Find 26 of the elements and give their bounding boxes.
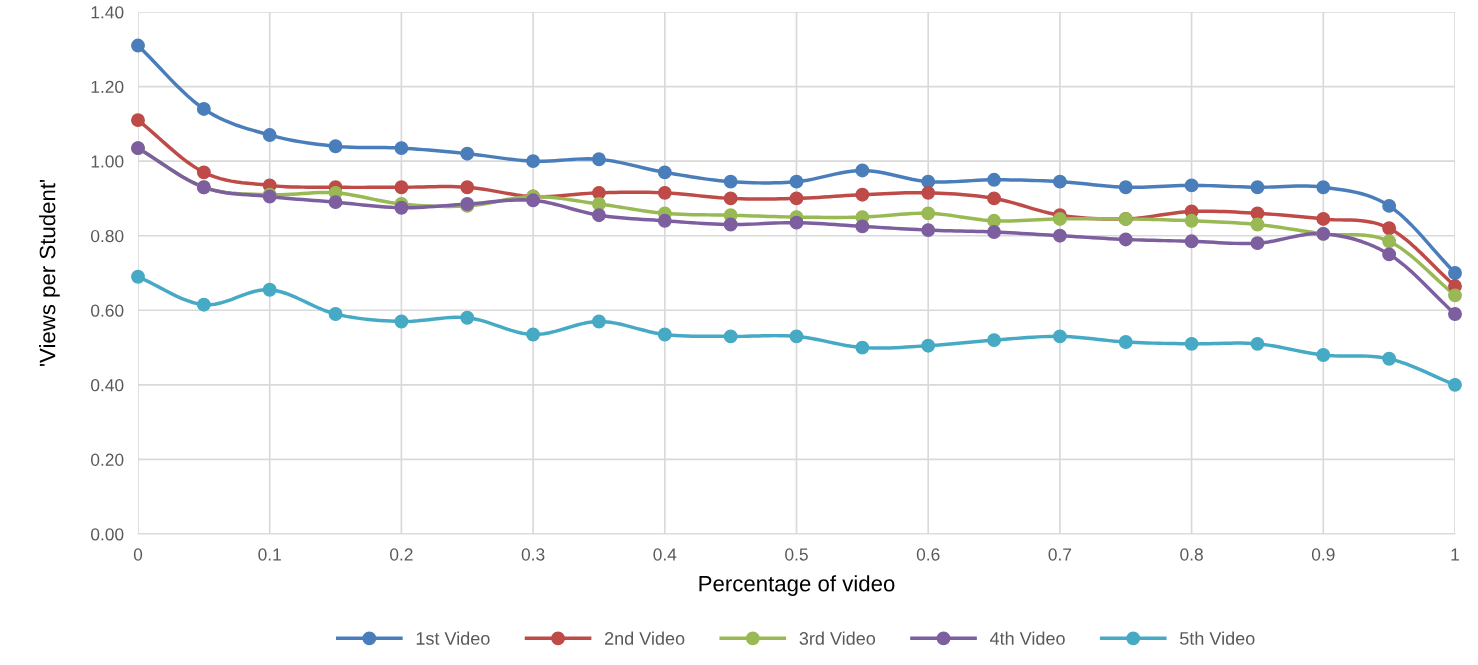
x-tick-label: 1: [1451, 548, 1459, 561]
legend-label: 4th Video: [989, 631, 1065, 645]
y-tick-label: 0.00: [91, 528, 124, 541]
x-tick-label: 0.7: [1048, 548, 1072, 561]
x-axis-title: Percentage of video: [699, 575, 895, 596]
x-tick-label: 0: [133, 548, 143, 561]
legend-label: 1st Video: [416, 631, 490, 645]
x-tick-label: 0.3: [521, 548, 545, 561]
x-tick-label: 0.6: [916, 548, 940, 561]
x-tick-label: 0.2: [390, 548, 413, 561]
y-tick-label: 0.20: [91, 453, 124, 466]
x-tick-label: 0.8: [1180, 548, 1203, 561]
x-tick-label: 0.5: [785, 548, 808, 561]
y-tick-label: 1.00: [91, 155, 124, 168]
x-tick-label: 0.9: [1311, 548, 1335, 561]
y-tick-label: 0.80: [91, 229, 124, 243]
legend-label: 5th Video: [1180, 631, 1255, 645]
legend-label: 2nd Video: [605, 631, 685, 645]
legend-label: 3rd Video: [799, 631, 876, 645]
y-tick-label: 1.40: [91, 6, 124, 19]
x-tick-label: 0.4: [653, 548, 677, 561]
y-tick-label: 0.60: [91, 304, 124, 317]
x-tick-label: 0.1: [258, 548, 281, 561]
y-tick-label: 1.20: [91, 80, 124, 94]
y-tick-label: 0.40: [91, 379, 124, 392]
y-axis-title: 'Views per Student': [39, 179, 60, 367]
